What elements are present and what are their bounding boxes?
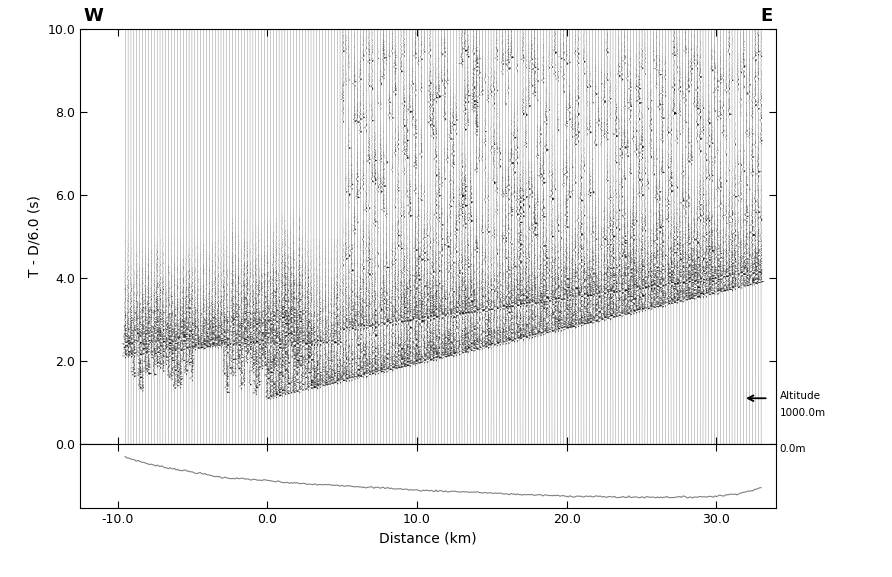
Text: 1000.0m: 1000.0m <box>780 408 826 418</box>
Text: E: E <box>760 7 772 25</box>
Y-axis label: T - D/6.0 (s): T - D/6.0 (s) <box>28 196 42 278</box>
Text: 0.0m: 0.0m <box>780 444 806 454</box>
Text: W: W <box>84 7 103 25</box>
X-axis label: Distance (km): Distance (km) <box>379 531 477 545</box>
Text: Altitude: Altitude <box>780 391 821 401</box>
